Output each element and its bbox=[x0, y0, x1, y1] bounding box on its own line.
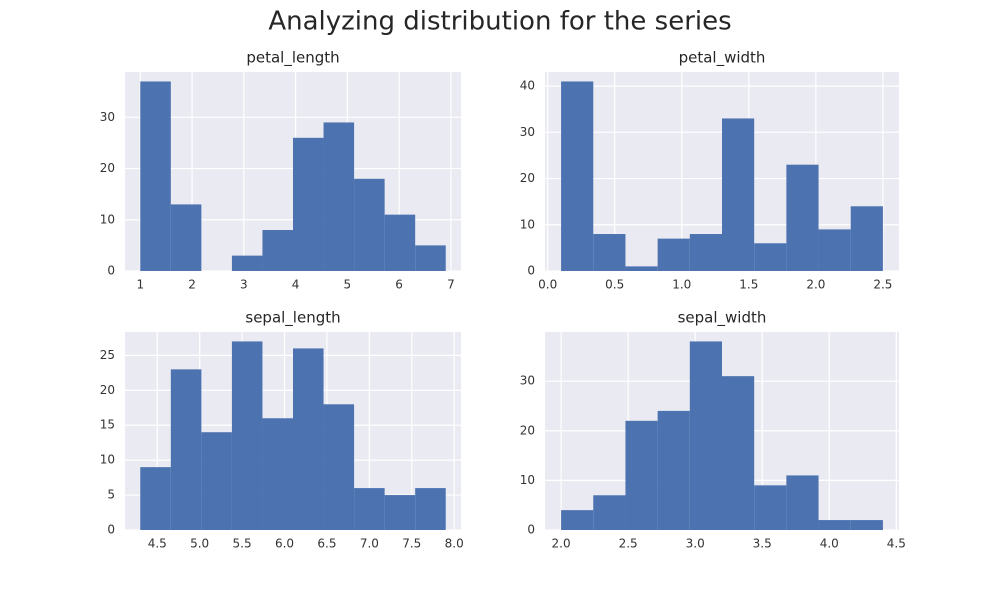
y-tick-label: 0 bbox=[527, 264, 535, 278]
y-tick-label: 10 bbox=[100, 453, 115, 467]
bar bbox=[231, 255, 263, 271]
subplot-title: sepal_length bbox=[245, 309, 340, 328]
x-tick-label: 5.5 bbox=[233, 537, 252, 551]
y-tick-label: 25 bbox=[100, 348, 115, 362]
y-tick-label: 30 bbox=[520, 374, 535, 388]
y-tick-label: 20 bbox=[100, 383, 115, 397]
y-tick-label: 10 bbox=[520, 217, 535, 231]
bar bbox=[593, 495, 626, 530]
bar bbox=[625, 420, 658, 530]
x-tick-label: 3 bbox=[240, 278, 248, 292]
bar bbox=[561, 81, 594, 271]
x-tick-label: 7.5 bbox=[402, 537, 421, 551]
bar bbox=[657, 238, 690, 271]
x-tick-label: 4.5 bbox=[887, 537, 906, 551]
bar bbox=[170, 369, 202, 530]
x-tick-label: 6.5 bbox=[317, 537, 336, 551]
x-tick-label: 4.0 bbox=[820, 537, 839, 551]
bar bbox=[140, 81, 171, 271]
bar bbox=[657, 410, 690, 530]
y-tick-label: 10 bbox=[100, 212, 115, 226]
bar bbox=[818, 520, 851, 530]
x-tick-label: 3.5 bbox=[753, 537, 772, 551]
y-tick-label: 0 bbox=[107, 523, 115, 537]
subplot-title: sepal_width bbox=[678, 309, 767, 328]
bar bbox=[323, 122, 355, 271]
bar bbox=[593, 234, 626, 271]
y-tick-label: 20 bbox=[520, 423, 535, 437]
bar bbox=[689, 341, 722, 530]
x-tick-label: 1 bbox=[136, 278, 144, 292]
bar bbox=[323, 404, 355, 530]
bar bbox=[293, 348, 324, 530]
bar bbox=[786, 164, 819, 271]
y-tick-label: 20 bbox=[520, 171, 535, 185]
bar bbox=[170, 204, 202, 271]
y-tick-label: 10 bbox=[520, 473, 535, 487]
bar bbox=[384, 495, 416, 530]
y-tick-label: 0 bbox=[107, 264, 115, 278]
x-tick-label: 1.5 bbox=[739, 278, 758, 292]
x-tick-label: 2.0 bbox=[806, 278, 825, 292]
bar bbox=[293, 137, 324, 271]
x-tick-label: 0.0 bbox=[538, 278, 557, 292]
bar bbox=[354, 488, 385, 530]
x-tick-label: 1.0 bbox=[672, 278, 691, 292]
x-tick-label: 2.5 bbox=[873, 278, 892, 292]
subplot-title: petal_length bbox=[246, 49, 339, 68]
y-tick-label: 30 bbox=[100, 110, 115, 124]
x-tick-label: 0.5 bbox=[605, 278, 624, 292]
x-tick-label: 5.0 bbox=[190, 537, 209, 551]
bar bbox=[354, 178, 385, 271]
y-tick-label: 5 bbox=[107, 488, 115, 502]
bar bbox=[231, 341, 263, 530]
x-tick-label: 7.0 bbox=[360, 537, 379, 551]
y-tick-label: 20 bbox=[100, 161, 115, 175]
x-tick-label: 6 bbox=[395, 278, 403, 292]
y-tick-label: 40 bbox=[520, 79, 535, 93]
x-tick-label: 2 bbox=[188, 278, 196, 292]
bar bbox=[561, 510, 594, 530]
x-tick-label: 4.5 bbox=[148, 537, 167, 551]
x-tick-label: 5 bbox=[344, 278, 352, 292]
figure-title: Analyzing distribution for the series bbox=[268, 7, 731, 37]
bar bbox=[754, 243, 787, 271]
bar bbox=[786, 475, 819, 530]
x-tick-label: 8.0 bbox=[445, 537, 464, 551]
bar bbox=[384, 214, 416, 271]
bar bbox=[850, 520, 883, 530]
bar bbox=[625, 266, 658, 271]
subplot-title: petal_width bbox=[679, 49, 766, 68]
x-tick-label: 7 bbox=[447, 278, 455, 292]
bar bbox=[140, 467, 171, 530]
bar bbox=[415, 488, 446, 530]
x-tick-label: 6.0 bbox=[275, 537, 294, 551]
x-tick-label: 2.0 bbox=[552, 537, 571, 551]
x-tick-label: 2.5 bbox=[619, 537, 638, 551]
x-tick-label: 4 bbox=[292, 278, 300, 292]
bar bbox=[689, 234, 722, 271]
bar bbox=[754, 485, 787, 530]
bar bbox=[722, 376, 755, 530]
bar bbox=[818, 229, 851, 271]
bar bbox=[262, 418, 293, 530]
x-tick-label: 3.0 bbox=[686, 537, 705, 551]
bar bbox=[850, 206, 883, 271]
bar bbox=[415, 245, 446, 271]
y-tick-label: 0 bbox=[527, 523, 535, 537]
y-tick-label: 30 bbox=[520, 125, 535, 139]
y-tick-label: 15 bbox=[100, 418, 115, 432]
bar bbox=[262, 230, 293, 271]
bar bbox=[722, 118, 755, 271]
bar bbox=[201, 432, 232, 530]
